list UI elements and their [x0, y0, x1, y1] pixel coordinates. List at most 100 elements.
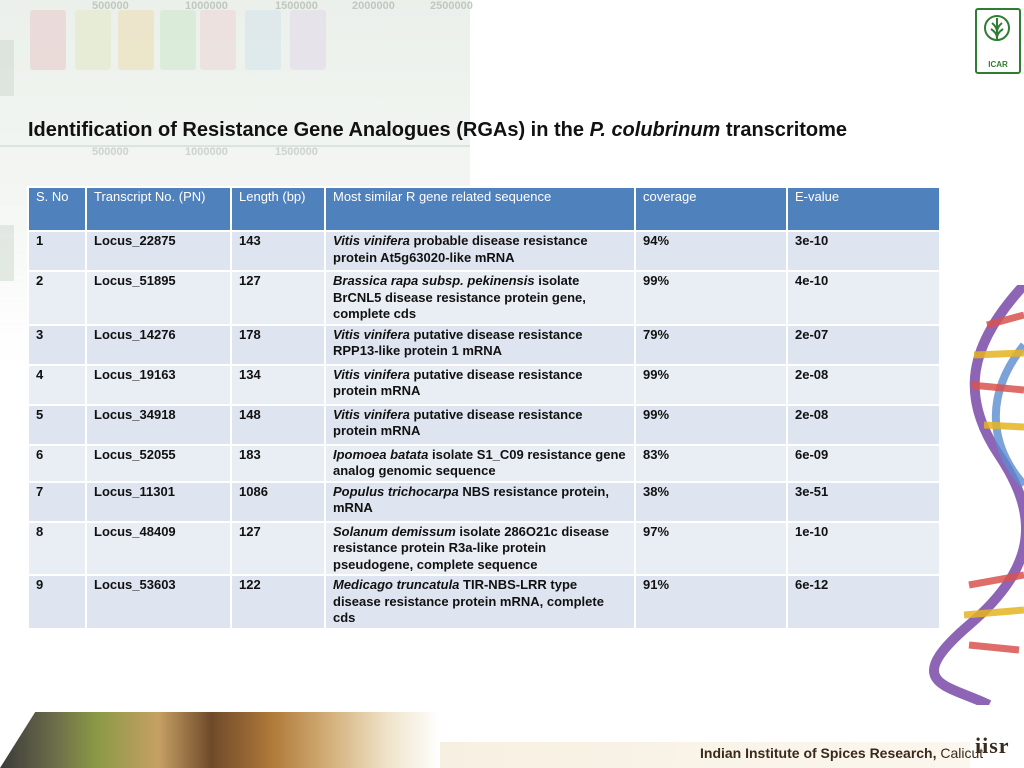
sequence-description: putative disease resistance protein mRNA [333, 406, 583, 439]
cell-similar-sequence: Populus trichocarpa NBS resistance prote… [324, 480, 636, 523]
cell-similar-sequence: Vitis vinifera probable disease resistan… [324, 230, 636, 272]
cell-evalue: 1e-10 [786, 520, 941, 576]
rga-table: S. No Transcript No. (PN) Length (bp) Mo… [27, 186, 941, 630]
cell-sno: 3 [27, 323, 87, 366]
gel-label: 1000000 [185, 0, 228, 12]
gel-label: 1500000 [275, 0, 318, 12]
cell-sno: 1 [27, 230, 87, 272]
table-header-row: S. No Transcript No. (PN) Length (bp) Mo… [27, 186, 941, 232]
cell-evalue: 3e-10 [786, 230, 941, 272]
cell-length: 127 [230, 270, 326, 326]
gel-label: 500000 [92, 146, 129, 158]
gel-label: 2500000 [430, 0, 473, 12]
gel-label: 1000000 [185, 146, 228, 158]
cell-coverage: 99% [634, 403, 788, 446]
header-similar-sequence: Most similar R gene related sequence [324, 186, 636, 232]
cell-locus: Locus_11301 [85, 480, 232, 523]
cell-locus: Locus_48409 [85, 520, 232, 576]
cell-sno: 6 [27, 443, 87, 483]
cell-length: 127 [230, 520, 326, 576]
iisr-logo: iisr [975, 733, 1010, 758]
gel-label: 1500000 [275, 146, 318, 158]
cell-locus: Locus_52055 [85, 443, 232, 483]
header-length: Length (bp) [230, 186, 326, 232]
species-name: Ipomoea batata [333, 446, 429, 462]
species-name: Vitis vinifera [333, 406, 410, 422]
header-evalue: E-value [786, 186, 941, 232]
species-name: Medicago truncatula [333, 577, 460, 592]
footer-band [440, 742, 970, 768]
wheat-emblem-icon [984, 15, 1010, 41]
gel-side-mark [0, 225, 14, 281]
table-row: 8 Locus_48409 127 Solanum demissum isola… [27, 520, 941, 576]
table-row: 5 Locus_34918 148 Vitis vinifera putativ… [27, 403, 941, 446]
cell-similar-sequence: Solanum demissum isolate 286O21c disease… [324, 520, 636, 576]
cell-sno: 7 [27, 480, 87, 523]
species-name: Vitis vinifera [333, 326, 410, 342]
header-transcript: Transcript No. (PN) [85, 186, 232, 232]
spices-banner-image [0, 712, 440, 768]
cell-coverage: 91% [634, 574, 788, 630]
table-row: 2 Locus_51895 127 Brassica rapa subsp. p… [27, 270, 941, 326]
species-name: Populus trichocarpa [333, 483, 459, 499]
sequence-description: putative disease resistance protein mRNA [333, 366, 583, 399]
cell-evalue: 2e-07 [786, 323, 941, 366]
table-row: 9 Locus_53603 122 Medicago truncatula TI… [27, 574, 941, 630]
gel-lane [75, 10, 111, 70]
header-coverage: coverage [634, 186, 788, 232]
cell-evalue: 6e-12 [786, 574, 941, 630]
cell-evalue: 3e-51 [786, 480, 941, 523]
species-name: Vitis vinifera [333, 366, 410, 382]
species-name: Solanum demissum [333, 523, 456, 539]
cell-length: 134 [230, 363, 326, 406]
cell-locus: Locus_34918 [85, 403, 232, 446]
cell-similar-sequence: Vitis vinifera putative disease resistan… [324, 323, 636, 366]
cell-length: 1086 [230, 480, 326, 523]
cell-locus: Locus_14276 [85, 323, 232, 366]
cell-locus: Locus_51895 [85, 270, 232, 326]
cell-length: 143 [230, 230, 326, 272]
cell-sno: 5 [27, 403, 87, 446]
cell-evalue: 6e-09 [786, 443, 941, 483]
gel-lane [290, 10, 326, 70]
cell-locus: Locus_22875 [85, 230, 232, 272]
cell-coverage: 99% [634, 363, 788, 406]
cell-sno: 8 [27, 520, 87, 576]
sequence-description: isolate 286O21c disease resistance prote… [333, 523, 610, 572]
sequence-description: TIR-NBS-LRR type disease resistance prot… [333, 577, 604, 625]
gel-side-mark [0, 40, 14, 96]
table-row: 6 Locus_52055 183 Ipomoea batata isolate… [27, 443, 941, 483]
cell-length: 148 [230, 403, 326, 446]
cell-length: 178 [230, 323, 326, 366]
cell-similar-sequence: Vitis vinifera putative disease resistan… [324, 363, 636, 406]
header-sno: S. No [27, 186, 87, 232]
gel-lane [160, 10, 196, 70]
cell-similar-sequence: Brassica rapa subsp. pekinensis isolate … [324, 270, 636, 326]
cell-similar-sequence: Medicago truncatula TIR-NBS-LRR type dis… [324, 574, 636, 630]
gel-lane [118, 10, 154, 70]
cell-coverage: 79% [634, 323, 788, 366]
dna-helix-image [929, 285, 1024, 705]
cell-evalue: 2e-08 [786, 403, 941, 446]
cell-length: 183 [230, 443, 326, 483]
gel-divider [0, 145, 470, 147]
sequence-description: probable disease resistance protein At5g… [333, 233, 588, 265]
title-species: P. colubrinum [589, 119, 721, 141]
table-row: 3 Locus_14276 178 Vitis vinifera putativ… [27, 323, 941, 366]
title-prefix: Identification of Resistance Gene Analog… [28, 119, 590, 141]
institute-location: Calicut [940, 745, 984, 761]
cell-sno: 9 [27, 574, 87, 630]
table-row: 7 Locus_11301 1086 Populus trichocarpa N… [27, 480, 941, 523]
cell-coverage: 83% [634, 443, 788, 483]
sequence-description: putative disease resistance RPP13-like p… [333, 326, 583, 359]
cell-locus: Locus_19163 [85, 363, 232, 406]
gel-lane [245, 10, 281, 70]
gel-lane [200, 10, 236, 70]
gel-lane [30, 10, 66, 70]
cell-length: 122 [230, 574, 326, 630]
table-row: 1 Locus_22875 143 Vitis vinifera probabl… [27, 230, 941, 272]
sequence-description: isolate BrCNL5 disease resistance protei… [333, 273, 586, 321]
species-name: Brassica rapa subsp. pekinensis [333, 273, 535, 288]
cell-coverage: 94% [634, 230, 788, 272]
cell-coverage: 97% [634, 520, 788, 576]
